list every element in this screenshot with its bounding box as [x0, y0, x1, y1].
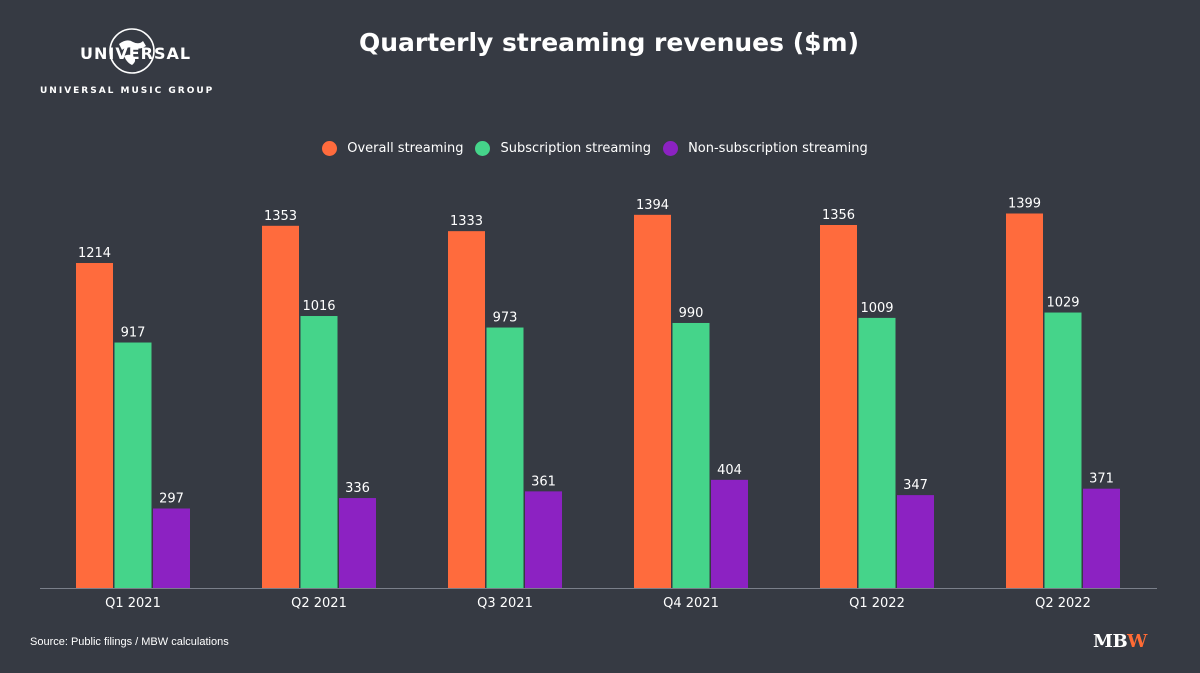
legend-swatch-non-subscription [663, 141, 679, 156]
chart-title: Quarterly streaming revenues ($m) [358, 28, 860, 57]
legend-swatch-overall [322, 141, 338, 156]
x-tick-label-4: Q4 2021 [663, 596, 719, 611]
legend-item-subscription: Subscription streaming [475, 141, 651, 156]
bar-subscription-4 [672, 322, 710, 588]
x-tick-label-2: Q2 2021 [291, 596, 347, 611]
data-label-non-subscription-1: 297 [159, 491, 184, 506]
legend-label-non-subscription: Non-subscription streaming [688, 141, 868, 156]
mbw-logo-b: B [1112, 631, 1128, 652]
universal-music-group-logo: UNIVERSAL UNIVERSAL MUSIC GROUP [38, 22, 228, 102]
bar-subscription-2 [300, 316, 338, 588]
data-label-overall-4: 1394 [636, 198, 669, 213]
bar-non-subscription-5 [897, 495, 934, 588]
bar-subscription-3 [486, 327, 524, 588]
mbw-logo-w: W [1127, 631, 1147, 652]
globe-icon [109, 28, 155, 74]
source-note: Source: Public filings / MBW calculation… [30, 636, 229, 648]
legend-label-overall: Overall streaming [347, 141, 464, 156]
data-label-non-subscription-2: 336 [345, 481, 370, 496]
chart-legend: Overall streaming Subscription streaming… [0, 141, 1190, 156]
bar-overall-6 [1006, 213, 1043, 588]
bar-non-subscription-6 [1083, 488, 1120, 588]
data-label-non-subscription-6: 371 [1089, 472, 1114, 487]
bar-non-subscription-3 [525, 491, 562, 588]
data-label-subscription-6: 1029 [1046, 296, 1079, 311]
bar-overall-3 [448, 231, 485, 589]
x-tick-label-6: Q2 2022 [1035, 596, 1091, 611]
bar-non-subscription-1 [153, 508, 190, 588]
data-label-overall-6: 1399 [1008, 196, 1041, 211]
mbw-logo: MBW [1093, 631, 1147, 652]
bar-overall-5 [820, 224, 857, 589]
data-label-subscription-1: 917 [121, 326, 146, 341]
data-label-non-subscription-5: 347 [903, 478, 928, 493]
x-tick-label-1: Q1 2021 [105, 596, 161, 611]
legend-swatch-subscription [475, 141, 491, 156]
bar-subscription-1 [114, 342, 152, 588]
x-tick-label-3: Q3 2021 [477, 596, 533, 611]
data-label-overall-3: 1333 [450, 214, 483, 229]
logo-subtitle: UNIVERSAL MUSIC GROUP [40, 86, 215, 96]
bar-overall-2 [262, 225, 299, 589]
data-label-subscription-2: 1016 [302, 299, 335, 314]
data-label-non-subscription-4: 404 [717, 463, 742, 478]
data-label-overall-5: 1356 [822, 208, 855, 223]
bar-non-subscription-4 [711, 479, 748, 588]
bar-subscription-5 [858, 317, 896, 588]
bar-overall-4 [634, 214, 671, 588]
data-label-non-subscription-3: 361 [531, 474, 556, 489]
legend-item-overall: Overall streaming [322, 141, 463, 156]
bar-subscription-6 [1044, 312, 1082, 588]
data-label-subscription-5: 1009 [860, 301, 893, 316]
bar-overall-1 [76, 263, 113, 588]
bar-non-subscription-2 [339, 498, 376, 588]
x-tick-label-5: Q1 2022 [849, 596, 905, 611]
data-label-subscription-3: 973 [493, 311, 518, 326]
legend-label-subscription: Subscription streaming [500, 141, 652, 156]
data-label-subscription-4: 990 [679, 306, 704, 321]
mbw-logo-m: M [1093, 631, 1113, 652]
data-label-overall-1: 1214 [78, 246, 111, 261]
legend-item-non-subscription: Non-subscription streaming [663, 141, 868, 156]
logo-wordmark: UNIVERSAL [80, 44, 192, 63]
data-label-overall-2: 1353 [264, 209, 297, 224]
